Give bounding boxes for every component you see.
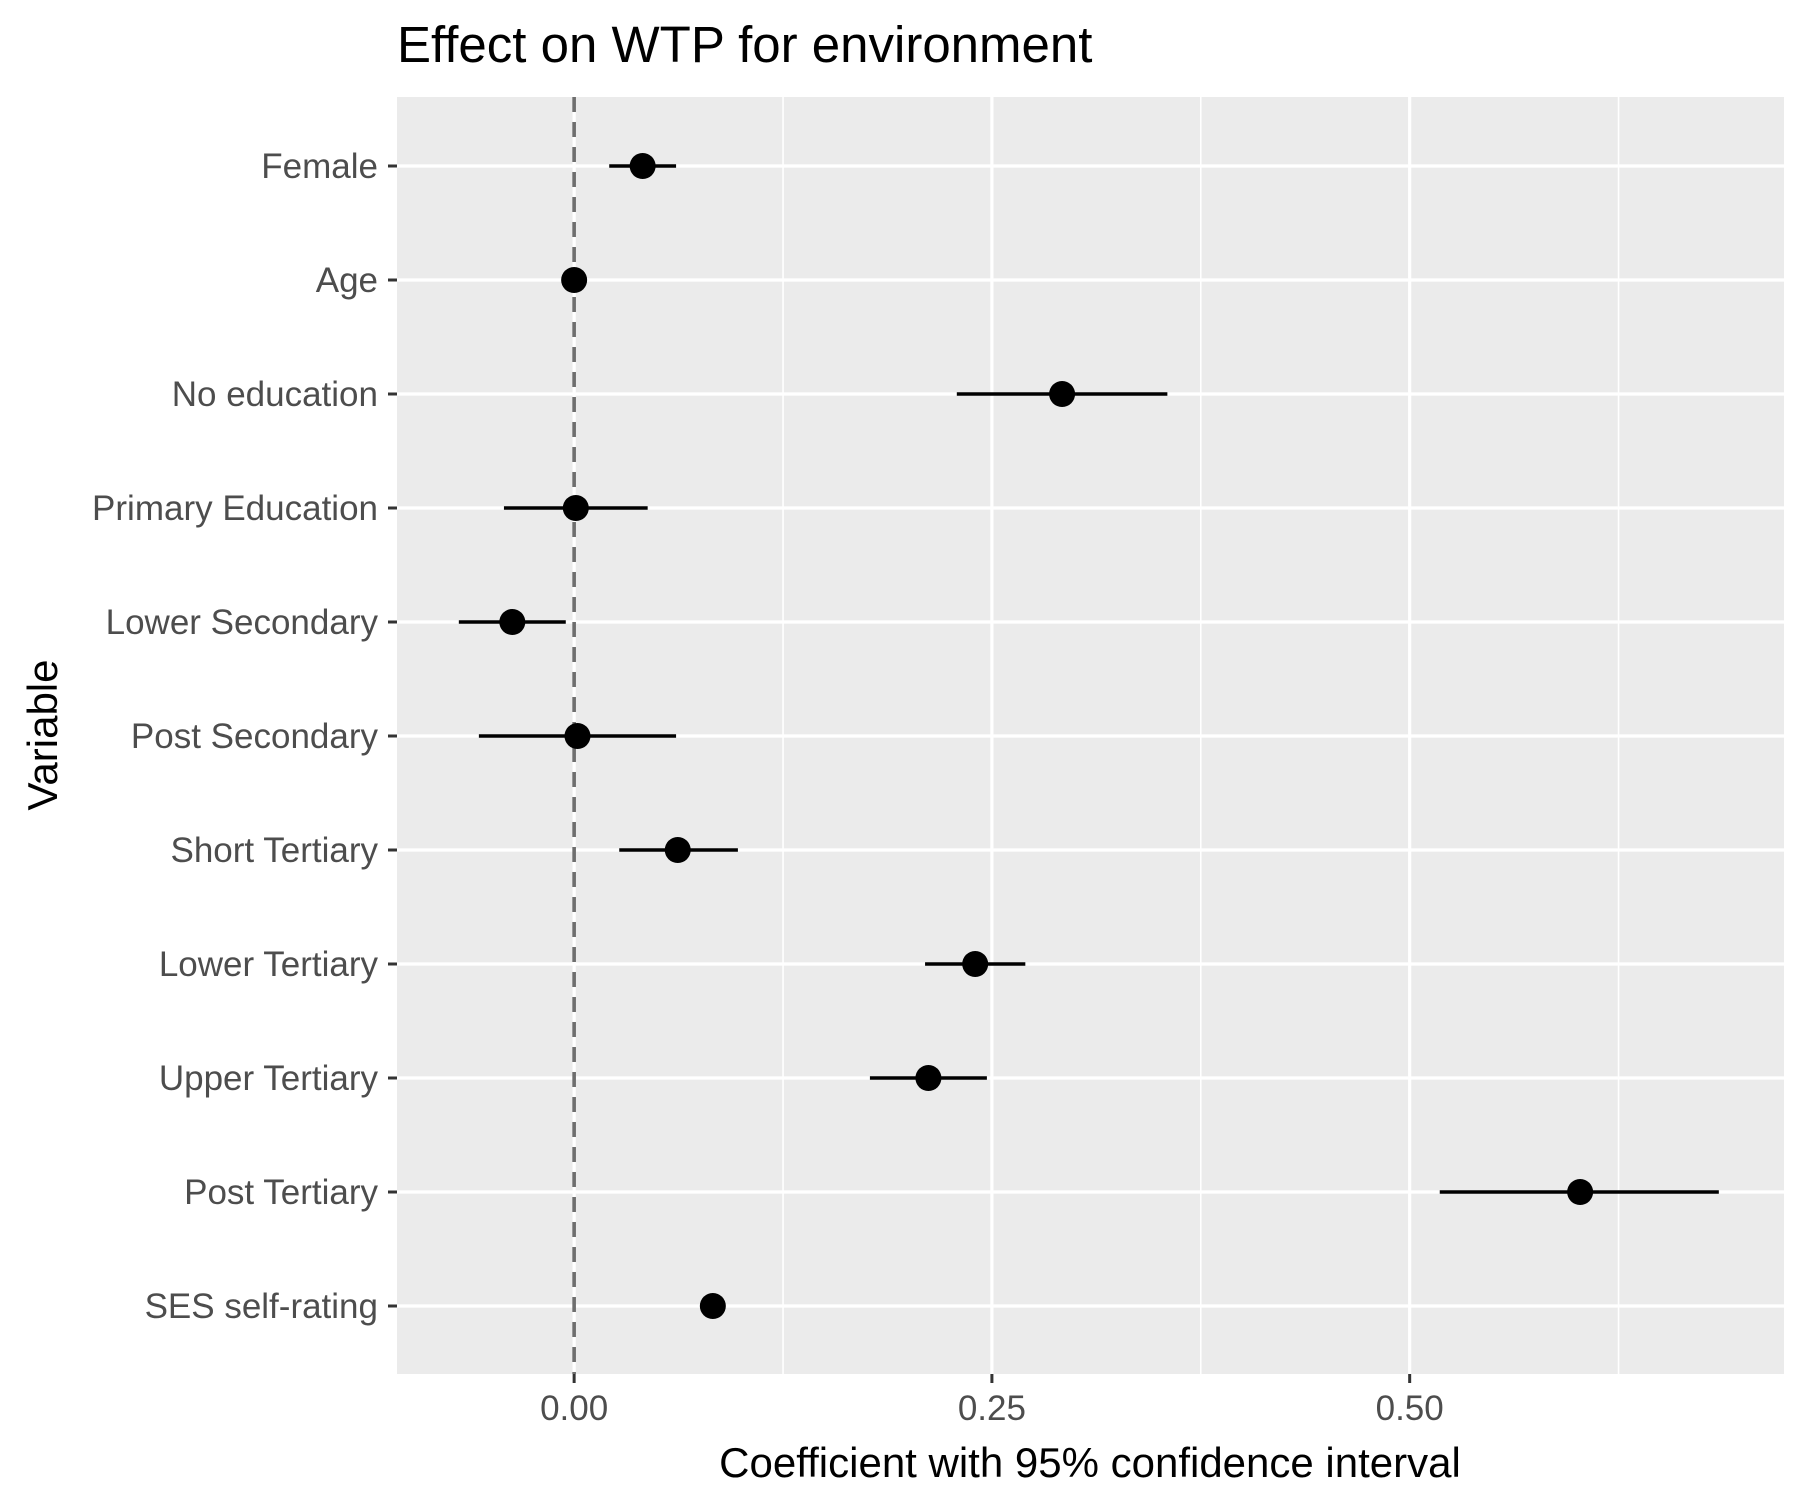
x-axis: 0.00 0.25 0.50 (540, 1374, 1444, 1428)
x-tick-label-2: 0.50 (1376, 1389, 1444, 1428)
estimate-point-1 (561, 267, 588, 293)
estimate-point-layer (499, 153, 1594, 1319)
x-tick-label-0: 0.00 (540, 1389, 608, 1428)
y-tick-label-5: Post Secondary (131, 717, 379, 756)
y-axis-title: Variable (19, 660, 66, 811)
y-axis: Female Age No education Primary Education Lo… (92, 147, 397, 1326)
chart-title: Effect on WTP for environment (397, 16, 1092, 73)
estimate-point-10 (699, 1293, 726, 1319)
estimate-point-9 (1567, 1179, 1594, 1205)
major-gridlines (397, 97, 1784, 1374)
y-tick-label-4: Lower Secondary (106, 603, 379, 642)
y-tick-label-6: Short Tertiary (171, 831, 379, 870)
y-tick-label-0: Female (261, 147, 378, 186)
estimate-point-2 (1049, 381, 1076, 407)
y-tick-label-3: Primary Education (92, 489, 378, 528)
estimate-point-4 (499, 609, 526, 635)
estimate-point-8 (915, 1065, 942, 1091)
y-tick-label-2: No education (172, 375, 378, 414)
y-tick-label-8: Upper Tertiary (159, 1059, 379, 1098)
estimate-point-6 (664, 837, 691, 863)
y-tick-label-7: Lower Tertiary (159, 945, 379, 984)
estimate-point-0 (629, 153, 656, 179)
y-tick-label-10: SES self-rating (145, 1287, 378, 1326)
estimate-point-5 (564, 723, 591, 749)
estimate-point-3 (562, 495, 589, 521)
estimate-point-7 (962, 951, 989, 977)
x-axis-title: Coefficient with 95% confidence interval (719, 1439, 1461, 1486)
x-tick-label-1: 0.25 (958, 1389, 1026, 1428)
y-tick-label-9: Post Tertiary (184, 1173, 378, 1212)
y-tick-label-1: Age (316, 261, 378, 300)
